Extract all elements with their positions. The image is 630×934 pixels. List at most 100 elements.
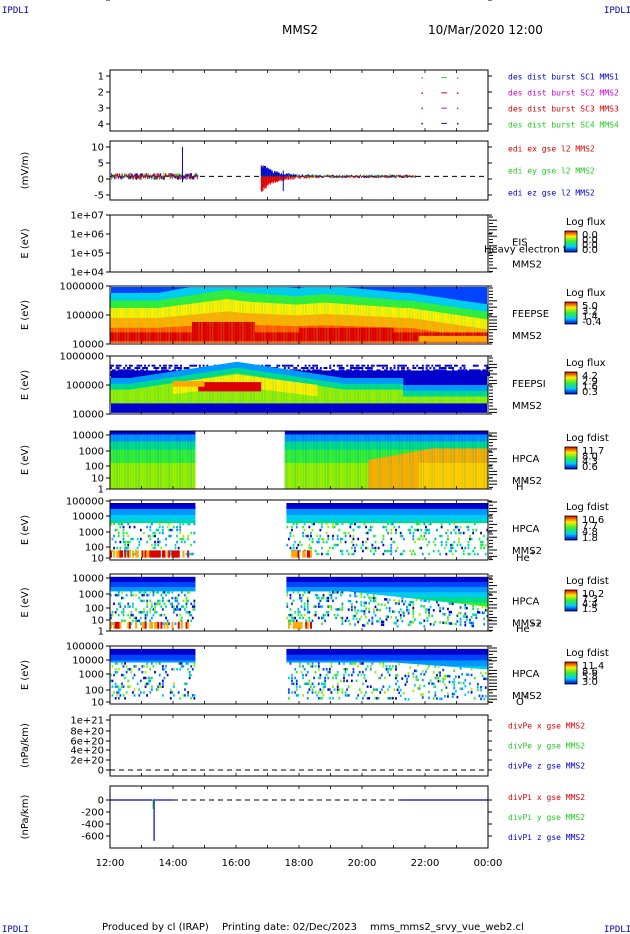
spectrogram-cell (179, 381, 182, 394)
spectrogram-cell (341, 462, 344, 489)
spectrogram-speckle (329, 364, 332, 367)
spectrogram-cell (380, 389, 383, 404)
spectrogram-cell (317, 462, 320, 489)
spectrogram-cell (110, 332, 112, 342)
spectrogram-cell (179, 462, 182, 489)
spectrogram-speckle (111, 371, 114, 374)
spectrogram-speckle (463, 367, 466, 370)
spectrogram-speckle (404, 364, 407, 367)
spectrogram-cell (262, 332, 265, 342)
spectrogram-cell (130, 462, 133, 489)
spectrogram-speckle (486, 371, 489, 374)
spectrogram-cell (217, 321, 220, 342)
spectrogram-cell (184, 332, 186, 342)
spectrogram-speckle (480, 371, 483, 374)
spectrogram-speckle (331, 369, 334, 372)
spectrogram-cell (231, 375, 234, 387)
spectrogram-cell (247, 375, 249, 388)
spectrogram-speckle (119, 369, 122, 372)
spectrogram-speckle (427, 364, 430, 367)
spectrogram-cell (292, 332, 295, 342)
spectrogram-speckle (461, 364, 464, 367)
spectrogram-speckle (117, 364, 120, 367)
spectrogram-speckle (410, 373, 413, 376)
spectrogram-cell (317, 385, 320, 404)
spectrogram-cell (139, 332, 142, 342)
spectrogram-cell (401, 389, 404, 404)
spectrogram-speckle (385, 369, 388, 372)
spectrogram-cell (363, 327, 366, 342)
spectrogram-speckle (346, 364, 349, 367)
spectrogram-cell (377, 458, 380, 489)
spectrogram-cell (209, 321, 212, 342)
spectrogram-speckle (329, 371, 332, 374)
spectrogram-speckle (463, 364, 466, 367)
spectrogram-cell (294, 332, 297, 342)
spectrogram-cell (141, 387, 144, 404)
spectrogram-cell (396, 389, 399, 404)
spectrogram-cell (316, 462, 319, 489)
spectrogram-cell (317, 327, 320, 342)
spectrogram-speckle (353, 371, 356, 374)
spectrogram-cell (289, 381, 292, 393)
spectrogram-cell (357, 327, 360, 342)
spectrogram-cell (284, 462, 287, 489)
spectrogram-cell (154, 462, 157, 489)
spectrogram-cell (339, 462, 342, 489)
spectrogram-speckle (130, 369, 133, 372)
spectrogram-cell (117, 462, 120, 489)
spectrogram-cell (467, 396, 470, 404)
spectrogram-cell (299, 462, 301, 489)
spectrogram-cell (390, 455, 393, 489)
spectrogram-speckle (340, 369, 343, 372)
spectrogram-cell (136, 462, 139, 489)
spectrogram-cell (454, 396, 457, 404)
spectrogram-cell (242, 321, 245, 342)
spectrogram-cell (417, 396, 420, 404)
spectrogram-cell (158, 462, 161, 489)
spectrogram-speckle (287, 367, 290, 370)
spectrogram-cell (190, 462, 193, 489)
spectrogram-cell (451, 396, 454, 404)
spectrogram-cell (128, 332, 131, 342)
spectrogram-speckle (427, 371, 430, 374)
spectrogram-speckle (183, 367, 186, 370)
spectrogram-cell (254, 332, 257, 342)
spectrogram-cell (406, 332, 409, 342)
spectrogram-cell (276, 379, 279, 392)
spectrogram-speckle (287, 364, 290, 367)
y-axis-label: (mV/m) (20, 152, 31, 190)
spectrogram-cell (243, 321, 246, 342)
spectrogram-cell (125, 462, 128, 489)
spectrogram-cell (445, 396, 448, 404)
spectrogram-cell (486, 396, 489, 404)
spectrogram-cell (302, 462, 305, 489)
spectrogram-speckle (486, 369, 489, 372)
spectrogram-speckle (333, 371, 336, 374)
spectrogram-cell (311, 327, 314, 342)
instrument-label: FEEPSI (512, 379, 546, 390)
corner-label-br: IPDLI (604, 925, 630, 934)
spectrogram-cell (165, 384, 168, 404)
spectrogram-cell (119, 389, 122, 404)
spectrogram-speckle (157, 367, 160, 370)
spectrogram-speckle (136, 364, 139, 367)
spectrogram-speckle (431, 364, 434, 367)
spectrogram-speckle (176, 364, 179, 367)
spectrogram-cell (453, 396, 456, 404)
spectrogram-cell (423, 396, 426, 404)
spectrogram-cell (305, 327, 308, 342)
spectrogram-cell (436, 396, 438, 404)
spectrogram-cell (127, 462, 130, 489)
spectrogram-cell (377, 389, 380, 404)
y-tick-label: -5 (94, 191, 104, 202)
spectrogram-cell (220, 321, 223, 342)
spectrogram-speckle (385, 371, 388, 374)
spectrogram-cell (171, 383, 174, 404)
spectrogram-cell (130, 332, 133, 342)
spectrogram-cell (264, 378, 267, 390)
spectrogram-cell (146, 387, 149, 404)
spectrogram-speckle (389, 371, 392, 374)
spectrogram-speckle (414, 373, 417, 376)
